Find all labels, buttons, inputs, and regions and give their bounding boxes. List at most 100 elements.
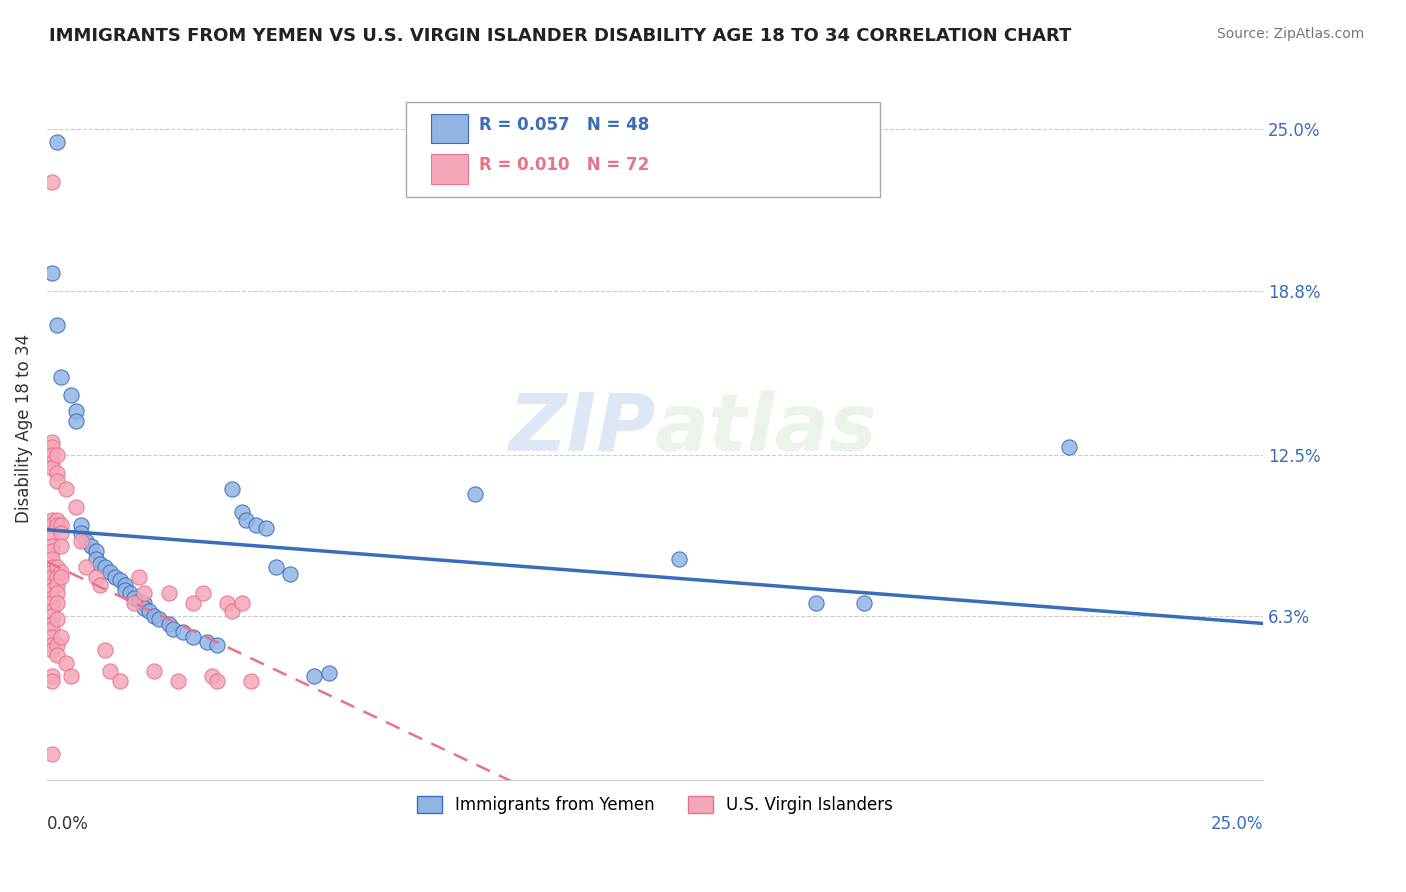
Point [84, 544, 107, 558]
Point [89, 578, 111, 592]
Point [104, 570, 127, 584]
Point [41, 544, 63, 558]
Point [41, 591, 63, 605]
Point [853, 596, 876, 610]
FancyBboxPatch shape [432, 114, 468, 144]
Point [142, 609, 165, 624]
Point [41, 456, 63, 470]
Point [162, 622, 184, 636]
Point [134, 601, 156, 615]
Point [70, 518, 93, 533]
Point [138, 604, 160, 618]
Point [65, 403, 87, 417]
Point [254, 521, 277, 535]
Text: R = 0.010   N = 72: R = 0.010 N = 72 [478, 156, 650, 174]
Point [51, 369, 73, 384]
Point [94, 559, 117, 574]
Point [134, 596, 156, 610]
Point [114, 583, 136, 598]
Point [157, 616, 180, 631]
Point [84, 570, 107, 584]
Point [41, 518, 63, 533]
Point [41, 570, 63, 584]
Point [114, 578, 136, 592]
Point [134, 585, 156, 599]
Point [45, 570, 67, 584]
Point [108, 573, 131, 587]
Point [240, 674, 263, 689]
Point [148, 612, 170, 626]
Point [157, 585, 180, 599]
Point [51, 565, 73, 579]
Point [278, 567, 301, 582]
Point [45, 474, 67, 488]
Point [41, 525, 63, 540]
Point [205, 638, 228, 652]
Point [41, 460, 63, 475]
Legend: Immigrants from Yemen, U.S. Virgin Islanders: Immigrants from Yemen, U.S. Virgin Islan… [411, 789, 900, 821]
Point [197, 635, 219, 649]
Point [45, 513, 67, 527]
Point [45, 559, 67, 574]
Point [128, 570, 150, 584]
Point [41, 513, 63, 527]
Point [41, 669, 63, 683]
Point [41, 638, 63, 652]
Point [142, 664, 165, 678]
Point [41, 674, 63, 689]
Point [45, 585, 67, 599]
Point [221, 482, 243, 496]
Point [75, 559, 97, 574]
Point [318, 666, 340, 681]
Point [668, 552, 690, 566]
Point [41, 643, 63, 657]
Point [65, 414, 87, 428]
Point [51, 630, 73, 644]
Point [231, 596, 253, 610]
Point [205, 674, 228, 689]
Point [98, 565, 121, 579]
Point [84, 552, 107, 566]
FancyBboxPatch shape [406, 102, 880, 197]
Point [264, 559, 287, 574]
Point [55, 656, 77, 670]
Point [41, 552, 63, 566]
Point [75, 533, 97, 548]
Point [41, 622, 63, 636]
Point [41, 616, 63, 631]
Point [41, 578, 63, 592]
Point [60, 669, 83, 683]
Point [51, 525, 73, 540]
Point [304, 669, 326, 683]
Point [41, 596, 63, 610]
Point [118, 585, 141, 599]
Point [221, 604, 243, 618]
Text: ZIP: ZIP [508, 390, 655, 467]
Point [41, 604, 63, 618]
Point [45, 318, 67, 332]
Point [41, 434, 63, 449]
Point [51, 570, 73, 584]
Text: 0.0%: 0.0% [46, 815, 89, 833]
Point [1057, 440, 1080, 454]
Point [41, 583, 63, 598]
Point [201, 669, 224, 683]
Point [41, 747, 63, 761]
Point [70, 525, 93, 540]
Point [89, 557, 111, 571]
Point [98, 664, 121, 678]
Point [45, 596, 67, 610]
Point [41, 175, 63, 189]
Text: R = 0.057   N = 48: R = 0.057 N = 48 [478, 116, 650, 134]
Point [70, 533, 93, 548]
Point [128, 593, 150, 607]
FancyBboxPatch shape [432, 154, 468, 184]
Point [41, 440, 63, 454]
Text: atlas: atlas [655, 390, 877, 467]
Point [231, 505, 253, 519]
Point [60, 388, 83, 402]
Point [464, 487, 486, 501]
Point [55, 482, 77, 496]
Point [245, 518, 267, 533]
Point [41, 448, 63, 462]
